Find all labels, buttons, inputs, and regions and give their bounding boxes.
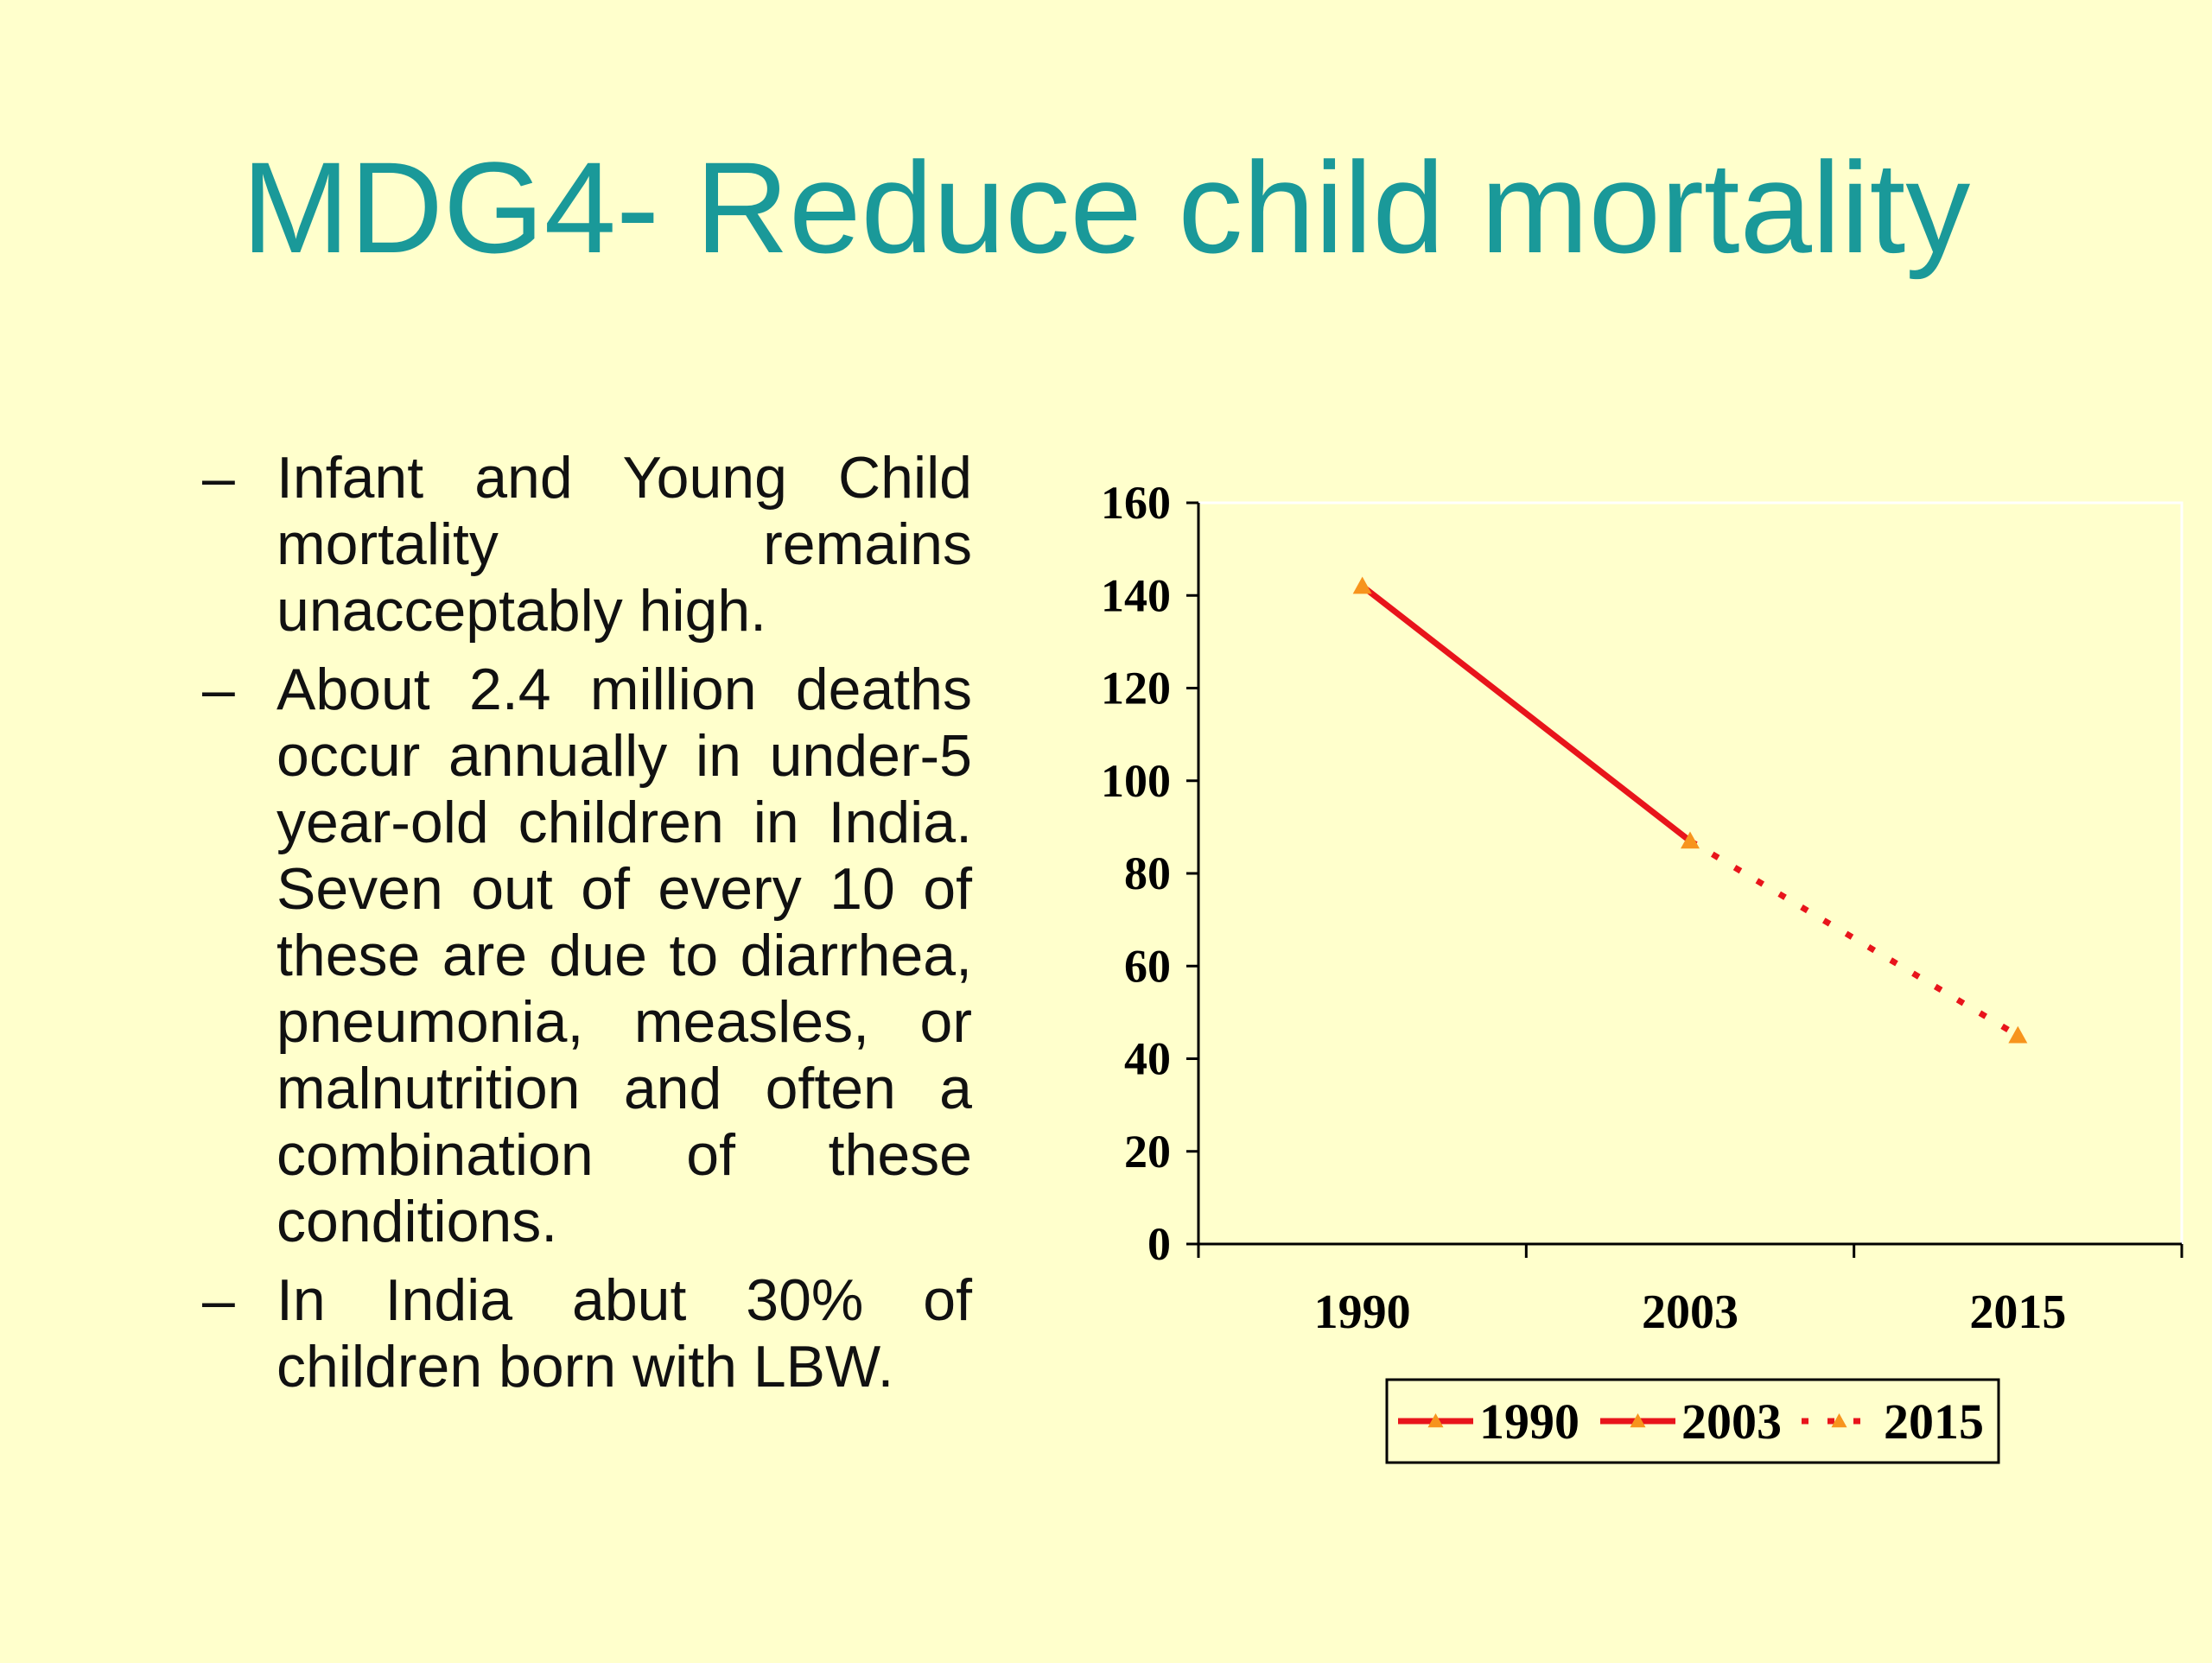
y-tick-label: 60 — [1124, 940, 1171, 992]
data-point — [2008, 1025, 2028, 1044]
x-tick-label: 1990 — [1314, 1285, 1411, 1339]
y-axis: 0 20 40 60 80 100 120 140 160 — [1101, 477, 1200, 1270]
bullet-dash: – — [202, 445, 235, 511]
legend-swatch-marker — [1831, 1413, 1847, 1428]
series-line-dotted — [1688, 838, 2020, 1038]
legend-swatch-marker — [1630, 1413, 1646, 1428]
legend-label: 2015 — [1884, 1393, 1984, 1450]
legend-label: 1990 — [1479, 1393, 1580, 1450]
series-line — [1360, 583, 1693, 844]
legend-box — [1385, 1378, 2000, 1464]
bullet-text: About 2.4 million deaths occur annually … — [276, 657, 972, 1254]
bullet-item: – About 2.4 million deaths occur annuall… — [199, 657, 972, 1255]
y-tick-label: 80 — [1124, 847, 1171, 899]
y-tick-label: 160 — [1101, 477, 1171, 529]
bullet-dash: – — [202, 657, 235, 722]
bullet-item: – Infant and Young Child mortality remai… — [199, 445, 972, 644]
bullet-text: Infant and Young Child mortality remains… — [276, 445, 972, 644]
bullet-item: – In India abut 30% of children born wit… — [199, 1267, 972, 1400]
series-lines — [1360, 583, 2020, 1038]
bullet-list: – Infant and Young Child mortality remai… — [199, 445, 972, 1412]
x-tick-label: 2015 — [1969, 1285, 2066, 1339]
legend-label: 2003 — [1681, 1393, 1782, 1450]
plot-area — [1197, 501, 2183, 1246]
x-tick-label: 2003 — [1642, 1285, 1738, 1339]
y-tick-label: 140 — [1101, 569, 1171, 621]
data-point — [1352, 576, 1372, 594]
y-tick-label: 20 — [1124, 1126, 1171, 1177]
y-tick-label: 100 — [1101, 755, 1171, 807]
bullet-text: In India abut 30% of children born with … — [276, 1267, 972, 1400]
y-tick-label: 0 — [1147, 1218, 1171, 1270]
slide-title: MDG4- Reduce child mortality — [241, 135, 1971, 280]
legend: 1990 2003 2015 — [1385, 1378, 2000, 1464]
series-markers — [1352, 576, 2028, 1044]
data-point — [1681, 831, 1700, 849]
legend-swatch-marker — [1427, 1413, 1444, 1428]
bullet-dash: – — [202, 1267, 235, 1333]
y-tick-label: 120 — [1101, 663, 1171, 714]
y-tick-label: 40 — [1124, 1033, 1171, 1085]
x-axis: 1990 2003 2015 — [1197, 1242, 2183, 1339]
